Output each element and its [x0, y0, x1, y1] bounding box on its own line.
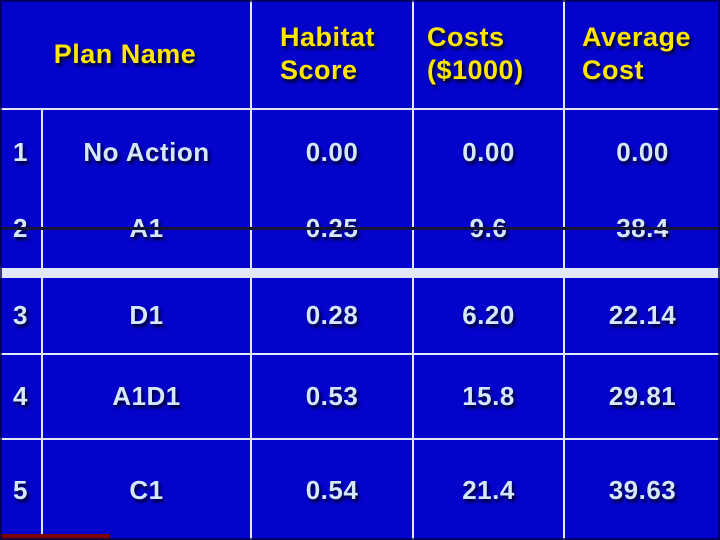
header-costs-line2: ($1000) [427, 55, 524, 85]
row-number-cell: 5 [0, 440, 41, 540]
header-plan-name-label: Plan Name [53, 38, 197, 69]
header-plan-name: Plan Name [0, 0, 250, 108]
header-average-cost: Average Cost [565, 0, 720, 108]
plan-name-cell: A1D1 [43, 355, 250, 438]
header-avg-line2: Cost [582, 55, 644, 85]
habitat-score-cell: 0.54 [252, 440, 412, 540]
row-number-cell: 3 [0, 278, 41, 353]
average-cost-cell: 0.00 [565, 110, 720, 194]
header-habitat-line1: Habitat [280, 22, 376, 52]
plan-name-cell: C1 [43, 440, 250, 540]
habitat-score-cell: 0.00 [252, 110, 412, 194]
header-habitat-score: Habitat Score [252, 0, 412, 108]
costs-cell: 6.20 [414, 278, 563, 353]
header-costs: Costs ($1000) [414, 0, 563, 108]
habitat-score-cell: 0.53 [252, 355, 412, 438]
average-cost-cell: 22.14 [565, 278, 720, 353]
row2-strikethrough-line [0, 227, 720, 230]
header-costs-line1: Costs [427, 22, 505, 52]
row-number-cell: 4 [0, 355, 41, 438]
costs-cell: 15.8 [414, 355, 563, 438]
header-habitat-line2: Score [280, 55, 358, 85]
row-number-cell: 1 [0, 110, 41, 194]
habitat-score-cell: 0.28 [252, 278, 412, 353]
average-cost-cell: 39.63 [565, 440, 720, 540]
costs-cell: 21.4 [414, 440, 563, 540]
plan-name-cell: D1 [43, 278, 250, 353]
costs-cell: 0.00 [414, 110, 563, 194]
plan-name-cell: No Action [43, 110, 250, 194]
header-avg-line1: Average [582, 22, 692, 52]
average-cost-cell: 29.81 [565, 355, 720, 438]
footer-red-bar [0, 534, 110, 540]
